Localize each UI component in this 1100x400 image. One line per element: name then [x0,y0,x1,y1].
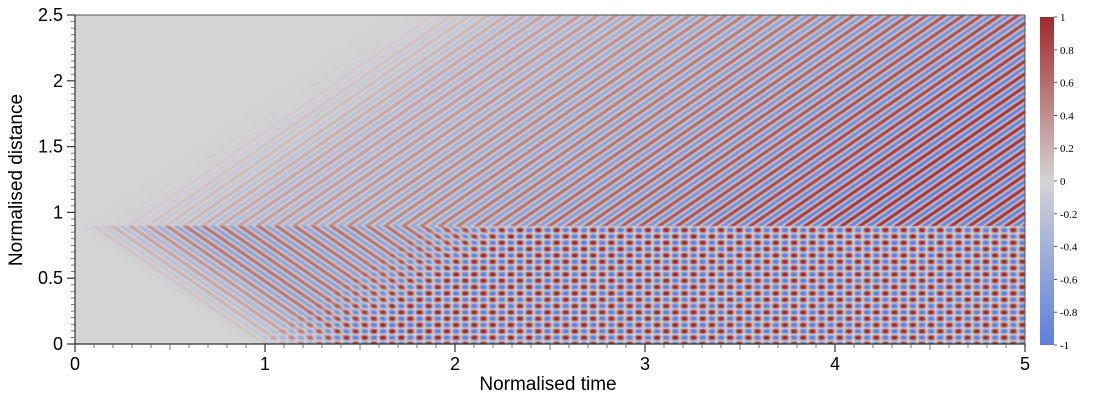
colorbar-tick-label: 0.4 [1060,110,1074,122]
x-tick-label: 4 [830,354,840,374]
colorbar-tick-label: 0.8 [1060,45,1074,57]
heatmap-image [75,15,1025,344]
x-tick-label: 5 [1020,354,1030,374]
y-tick-label: 1.5 [38,137,63,157]
y-tick-label: 2 [53,71,63,91]
colorbar-tick-label: -0.6 [1060,274,1078,286]
x-axis-title: Normalised time [479,374,616,395]
colorbar-tick-label: 0.2 [1060,143,1074,155]
y-axis: 0 0.5 1 1.5 2 2.5 [38,5,76,354]
colorbar-tick-label: -1 [1060,340,1069,352]
x-axis: 0 1 2 3 4 5 [70,343,1030,374]
colorbar-tick-label: -0.4 [1060,242,1078,254]
colorbar-tick-label: -0.2 [1060,209,1077,221]
colorbar-tick-label: -0.8 [1060,307,1078,319]
y-tick-label: 1 [53,202,63,222]
x-tick-label: 3 [640,354,650,374]
x-tick-label: 2 [450,354,460,374]
y-axis-title: Normalised distance [6,94,27,266]
y-tick-label: 0.5 [38,268,63,288]
colorbar-tick-label: 1 [1060,12,1066,24]
colorbar-ticks: 1 0.8 0.6 0.4 0.2 0 -0.2 -0.4 -0.6 -0.8 -1 [1054,12,1078,352]
x-tick-label: 0 [70,354,80,374]
y-tick-label: 0 [53,334,63,354]
colorbar [1040,17,1054,345]
x-tick-label: 1 [260,354,270,374]
colorbar-tick-label: 0.6 [1060,78,1074,90]
colorbar-tick-label: 0 [1060,176,1066,188]
y-tick-label: 2.5 [38,5,63,25]
